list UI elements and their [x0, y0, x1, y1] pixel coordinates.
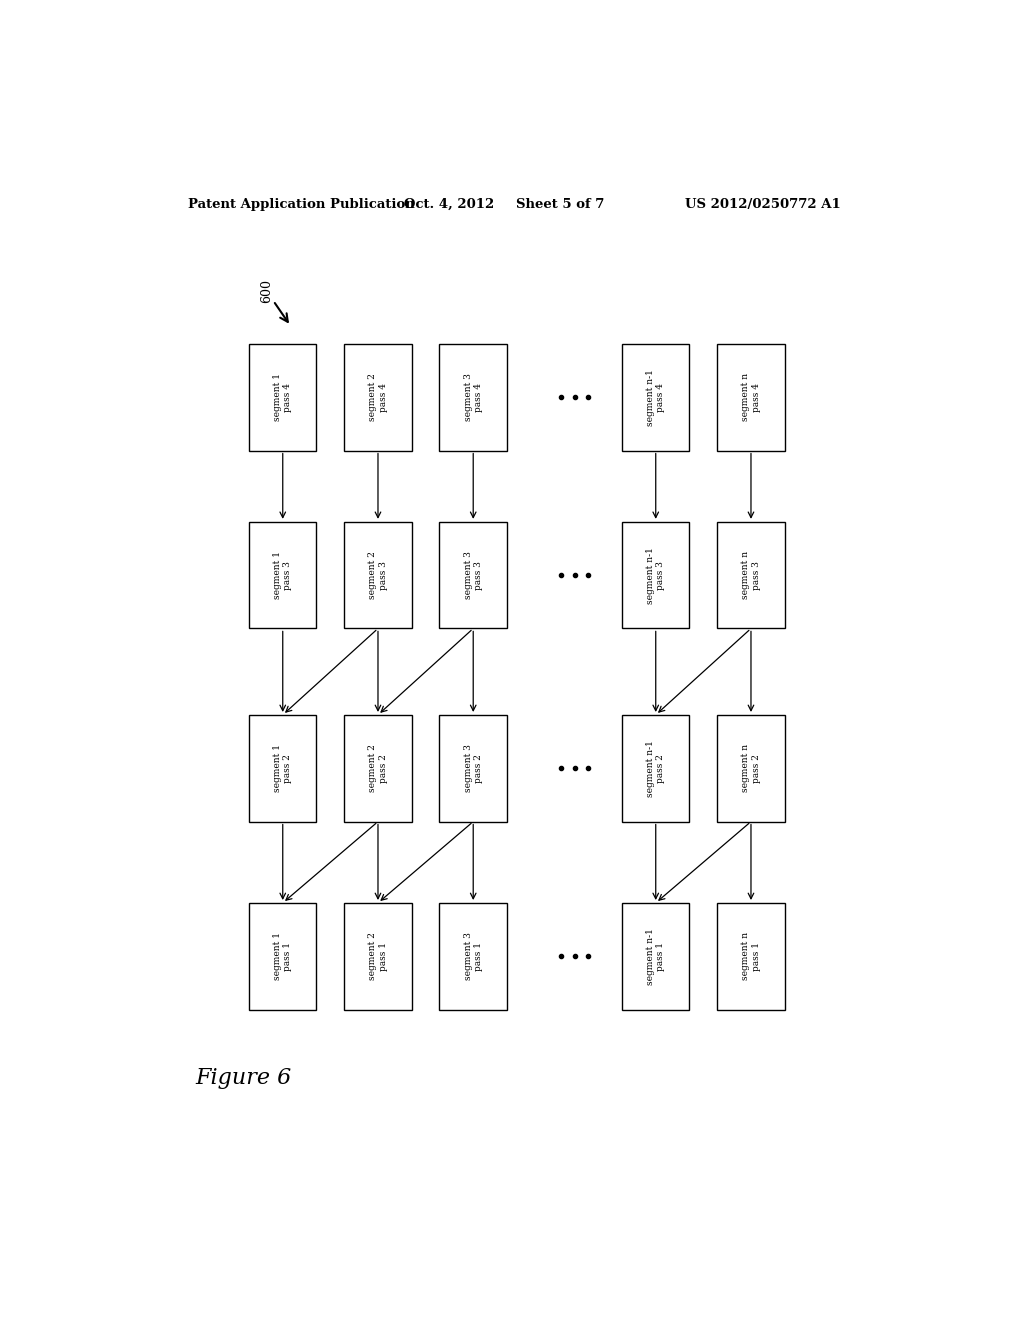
- Text: segment 3
pass 1: segment 3 pass 1: [464, 932, 483, 981]
- Bar: [344, 521, 412, 628]
- Text: segment 2
pass 1: segment 2 pass 1: [369, 932, 388, 981]
- Bar: [717, 715, 784, 821]
- Text: segment 2
pass 4: segment 2 pass 4: [369, 374, 388, 421]
- Text: segment 2
pass 2: segment 2 pass 2: [369, 744, 388, 792]
- Text: Oct. 4, 2012: Oct. 4, 2012: [404, 198, 495, 211]
- Text: segment n
pass 2: segment n pass 2: [741, 744, 761, 792]
- Bar: [717, 521, 784, 628]
- Bar: [439, 521, 507, 628]
- Bar: [249, 715, 316, 821]
- Text: segment n
pass 4: segment n pass 4: [741, 374, 761, 421]
- Text: segment n-1
pass 2: segment n-1 pass 2: [646, 739, 666, 797]
- Text: segment 1
pass 4: segment 1 pass 4: [273, 374, 293, 421]
- Text: segment 3
pass 3: segment 3 pass 3: [464, 552, 483, 599]
- Bar: [344, 715, 412, 821]
- Text: segment n
pass 3: segment n pass 3: [741, 550, 761, 599]
- Text: segment 1
pass 3: segment 1 pass 3: [273, 552, 293, 599]
- Text: Patent Application Publication: Patent Application Publication: [187, 198, 415, 211]
- Bar: [249, 521, 316, 628]
- Bar: [717, 903, 784, 1010]
- Bar: [717, 345, 784, 450]
- Text: segment 3
pass 2: segment 3 pass 2: [464, 744, 483, 792]
- Bar: [249, 345, 316, 450]
- Bar: [439, 715, 507, 821]
- Bar: [622, 345, 689, 450]
- Bar: [249, 903, 316, 1010]
- Text: US 2012/0250772 A1: US 2012/0250772 A1: [685, 198, 841, 211]
- Text: segment 1
pass 1: segment 1 pass 1: [273, 932, 293, 981]
- Bar: [344, 345, 412, 450]
- Text: segment 1
pass 2: segment 1 pass 2: [273, 744, 293, 792]
- Text: 600: 600: [260, 279, 273, 302]
- Text: Figure 6: Figure 6: [196, 1068, 292, 1089]
- Bar: [439, 345, 507, 450]
- Text: segment n-1
pass 3: segment n-1 pass 3: [646, 546, 666, 603]
- Text: segment n-1
pass 1: segment n-1 pass 1: [646, 928, 666, 985]
- Bar: [622, 521, 689, 628]
- Bar: [344, 903, 412, 1010]
- Bar: [439, 903, 507, 1010]
- Text: segment n
pass 1: segment n pass 1: [741, 932, 761, 981]
- Text: segment 2
pass 3: segment 2 pass 3: [369, 552, 388, 599]
- Bar: [622, 903, 689, 1010]
- Text: segment 3
pass 4: segment 3 pass 4: [464, 374, 483, 421]
- Text: Sheet 5 of 7: Sheet 5 of 7: [516, 198, 605, 211]
- Bar: [622, 715, 689, 821]
- Text: segment n-1
pass 4: segment n-1 pass 4: [646, 368, 666, 425]
